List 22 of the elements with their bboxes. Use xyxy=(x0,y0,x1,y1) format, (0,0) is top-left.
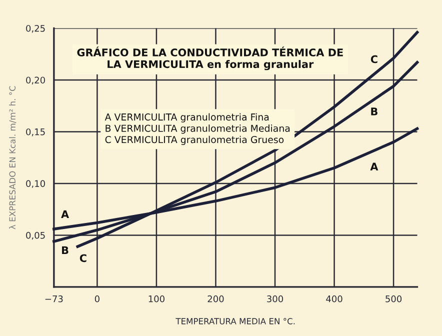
text: C xyxy=(80,254,86,262)
y-tick-label: 0,25 xyxy=(26,24,45,33)
text: GRÁFICO DE LA CONDUCTIVIDAD TÉRMICA DE LA VERMICULITA en forma granular xyxy=(77,46,343,70)
text: B xyxy=(62,246,68,254)
x-tick-label: 500 xyxy=(386,295,402,302)
y-tick-label: 0,20 xyxy=(26,76,45,84)
series-label: C xyxy=(370,55,378,64)
series-label: A xyxy=(61,210,70,218)
x-axis-title: TEMPERATURA MEDIA EN °C. xyxy=(176,318,295,324)
text: A xyxy=(370,162,378,170)
x-tick-label: 300 xyxy=(267,295,284,302)
series-label: B xyxy=(371,108,378,116)
annotation: A VERMICULITA granulometria Fina B VERMICULITA granulometria Mediana C VERMICULITA granulometria Grueso xyxy=(104,113,290,145)
x-tick-label: 400 xyxy=(326,295,342,302)
y-tick-label: 0,05 xyxy=(26,232,45,240)
x-tick-label: 100 xyxy=(148,295,164,302)
x-tick-label: 200 xyxy=(208,295,224,302)
y-tick-label: 0,15 xyxy=(26,128,45,136)
y-tick-label: 0,10 xyxy=(26,180,45,188)
x-tick-label: 0 xyxy=(94,295,100,302)
y-axis-title: λ EXPRESADO EN Kcal. m/m² h. °C xyxy=(9,86,16,230)
x-tick-label: −73 xyxy=(45,295,63,302)
